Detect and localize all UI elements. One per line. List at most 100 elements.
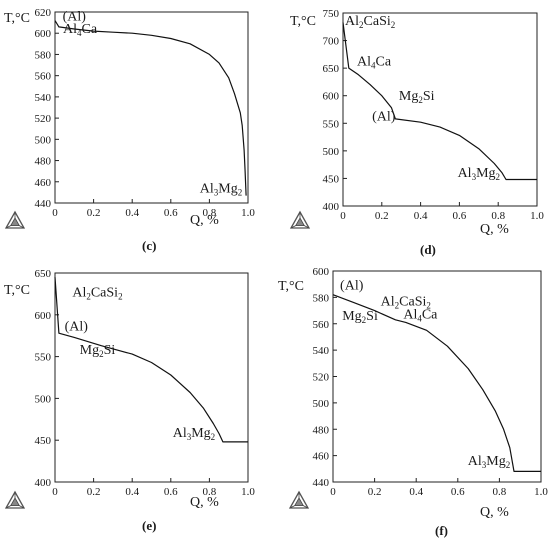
y-tick-label: 400	[323, 201, 340, 213]
x-tick-label: 0.4	[409, 486, 423, 498]
y-tick-label: 400	[35, 477, 52, 489]
y-axis-label: T,°C	[278, 279, 304, 294]
y-tick-label: 500	[323, 146, 340, 158]
phase-annotation: (Al)	[372, 110, 396, 125]
x-tick-label: 0.4	[125, 207, 139, 219]
y-tick-label: 500	[35, 134, 52, 146]
y-tick-label: 600	[35, 310, 52, 322]
thermocalc-logo-icon	[5, 491, 25, 509]
x-tick-label: 0.8	[493, 486, 507, 498]
chart-panel-1: 0 0.2 0.4 0.6 0.8 1.0 440 460 480 500 520 540 560 580…	[4, 7, 255, 253]
y-tick-label: 540	[35, 92, 52, 104]
x-tick-label: 0.2	[375, 210, 389, 222]
panel-label: (f)	[435, 523, 448, 538]
phase-annotation: Al4Ca	[357, 54, 392, 70]
x-tick-label: 1.0	[241, 486, 255, 498]
y-tick-label: 700	[323, 36, 340, 48]
phase-annotation: (Al)	[65, 320, 89, 335]
y-tick-label: 550	[323, 118, 340, 130]
y-tick-label: 440	[35, 198, 52, 210]
plot-frame	[54, 11, 249, 204]
phase-annotation: Al3Mg2	[173, 426, 215, 442]
y-tick-label: 560	[35, 71, 52, 83]
phase-annotation: Al3Mg2	[458, 166, 500, 182]
y-tick-label: 600	[313, 266, 330, 278]
x-tick-label: 0	[330, 486, 336, 498]
plot-frame	[342, 12, 538, 207]
phase-annotation: Mg2Si	[342, 309, 378, 325]
phase-annotation: Al2CaSi2	[72, 285, 122, 301]
y-tick-label: 520	[35, 113, 52, 125]
x-tick-label: 0	[52, 486, 58, 498]
y-tick-label: 580	[313, 292, 330, 304]
phase-annotation: Mg2Si	[80, 343, 116, 359]
phase-annotation: Al4Ca	[63, 22, 98, 38]
thermocalc-logo-icon	[290, 211, 310, 229]
y-tick-label: 440	[313, 477, 330, 489]
y-axis-label: T,°C	[290, 14, 316, 29]
x-tick-label: 0.2	[368, 486, 382, 498]
y-tick-label: 560	[313, 319, 330, 331]
x-tick-label: 0.6	[164, 486, 178, 498]
chart-panel-3: 0 0.2 0.4 0.6 0.8 1.0 400 450 500 550 600 650 T,°C Q,…	[4, 268, 255, 533]
y-axis-label: T,°C	[4, 11, 30, 26]
panel-label: (d)	[420, 242, 436, 257]
solidification-curve	[332, 294, 541, 472]
x-tick-label: 0.8	[203, 207, 217, 219]
y-tick-label: 620	[35, 7, 52, 19]
phase-annotation: (Al)	[63, 9, 87, 24]
x-axis-label: Q, %	[480, 505, 509, 520]
phase-annotation: Al3Mg2	[200, 181, 242, 197]
y-tick-label: 520	[313, 372, 330, 384]
x-tick-label: 0.4	[125, 486, 139, 498]
x-tick-label: 0.8	[203, 486, 217, 498]
x-tick-label: 1.0	[534, 486, 548, 498]
x-axis-label: Q, %	[190, 495, 219, 510]
phase-annotation: Mg2Si	[399, 89, 435, 105]
y-tick-label: 450	[35, 435, 52, 447]
y-tick-label: 550	[35, 352, 52, 364]
plot-frame	[54, 272, 249, 483]
chart-panel-4: 0 0.2 0.4 0.6 0.8 1.0 440 460 480 500 520 540 560 580…	[278, 266, 548, 538]
y-tick-label: 450	[323, 173, 340, 185]
phase-annotation: Al2CaSi2	[345, 14, 395, 30]
solidification-curve	[342, 22, 537, 181]
x-tick-label: 1.0	[241, 207, 255, 219]
x-tick-label: 0	[52, 207, 58, 219]
y-tick-label: 480	[35, 156, 52, 168]
panel-label: (e)	[142, 518, 156, 533]
thermocalc-logo-icon	[5, 211, 25, 229]
phase-annotation: Al4Ca	[403, 307, 438, 323]
y-tick-label: 650	[323, 63, 340, 75]
y-tick-label: 600	[323, 91, 340, 103]
panel-label: (c)	[142, 238, 156, 253]
x-tick-label: 0	[340, 210, 346, 222]
x-tick-label: 0.2	[87, 486, 101, 498]
x-axis-label: Q, %	[480, 222, 509, 237]
solidification-curve	[54, 20, 247, 196]
y-tick-label: 750	[323, 8, 340, 20]
y-tick-label: 480	[313, 424, 330, 436]
x-tick-label: 0.2	[87, 207, 101, 219]
phase-annotation: (Al)	[340, 278, 364, 293]
y-tick-label: 540	[313, 345, 330, 357]
y-tick-label: 650	[35, 268, 52, 280]
y-tick-label: 600	[35, 28, 52, 40]
x-tick-label: 0.6	[451, 486, 465, 498]
y-tick-label: 460	[35, 177, 52, 189]
x-tick-label: 0.8	[491, 210, 505, 222]
y-tick-label: 460	[313, 451, 330, 463]
x-tick-label: 0.4	[414, 210, 428, 222]
thermocalc-logo-icon	[289, 491, 309, 509]
chart-panel-2: 0 0.2 0.4 0.6 0.8 1.0 400 450 500 550 600 650 700 750…	[290, 8, 544, 257]
y-tick-label: 580	[35, 49, 52, 61]
x-axis-label: Q, %	[190, 213, 219, 228]
x-tick-label: 0.6	[453, 210, 467, 222]
x-tick-label: 0.6	[164, 207, 178, 219]
y-tick-label: 500	[313, 398, 330, 410]
solidification-curve	[54, 277, 248, 443]
phase-annotation: Al2CaSi2	[381, 294, 431, 310]
phase-annotation: Al3Mg2	[468, 454, 510, 470]
y-tick-label: 500	[35, 393, 52, 405]
